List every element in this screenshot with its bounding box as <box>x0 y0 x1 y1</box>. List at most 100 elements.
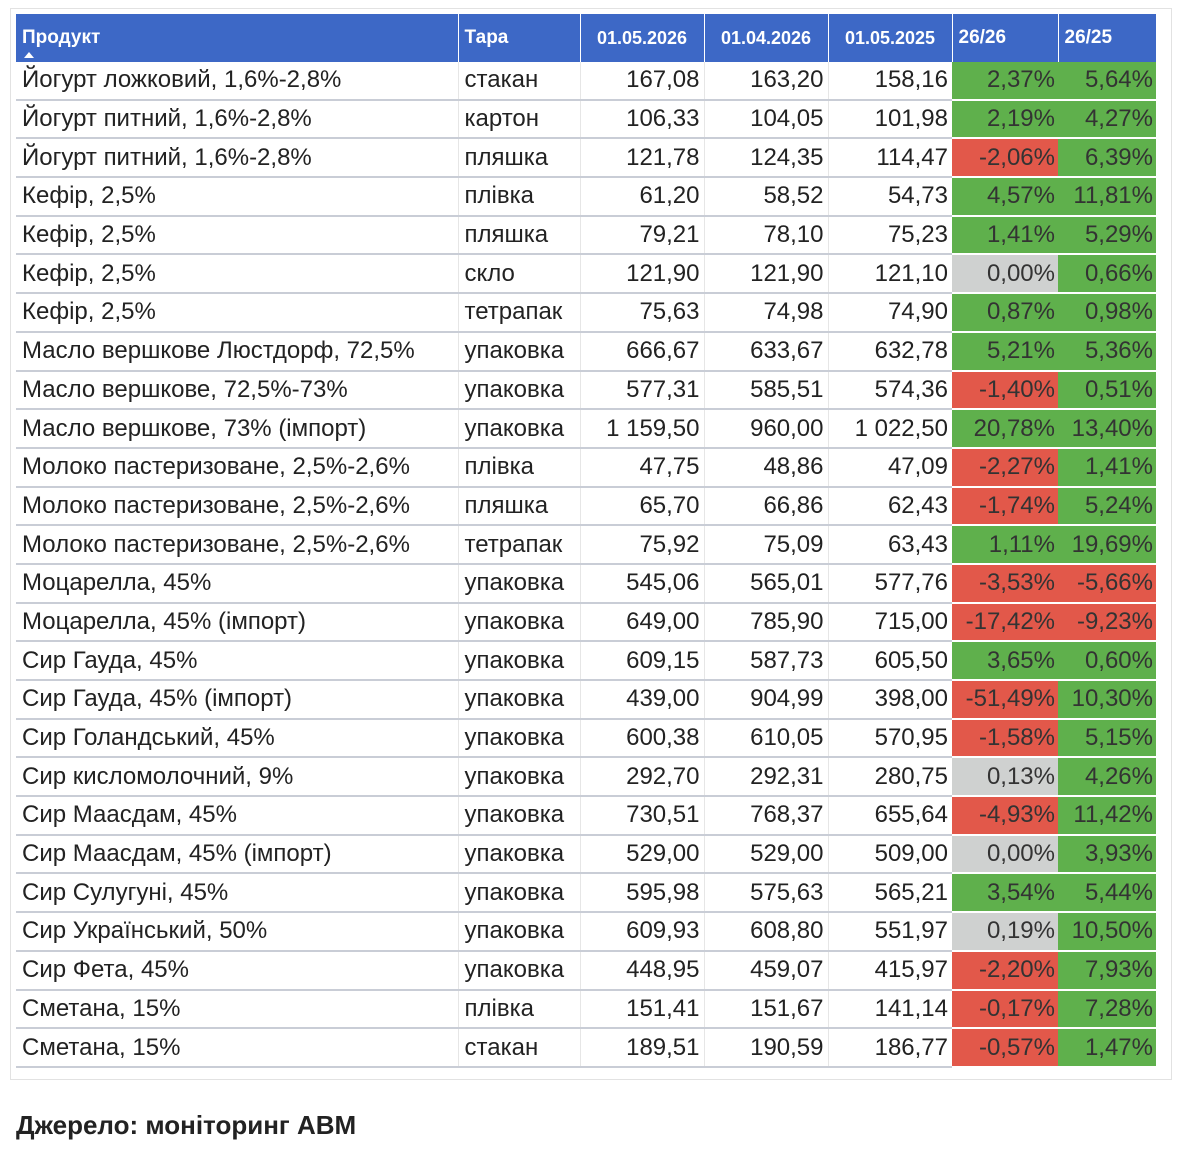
cell-price-date-3: 1 022,50 <box>827 409 952 449</box>
column-header-date-2[interactable]: 01.04.2026 <box>704 14 829 62</box>
cell-change-year: 7,93% <box>1058 950 1156 991</box>
cell-product: Моцарелла, 45% (імпорт) <box>16 602 458 643</box>
cell-change-year: 7,28% <box>1058 989 1156 1030</box>
column-header-date-3[interactable]: 01.05.2025 <box>828 14 953 62</box>
cell-change-month: 0,87% <box>952 293 1058 333</box>
table-row: Молоко пастеризоване, 2,5%-2,6% пляшка 65,… <box>16 486 1156 527</box>
cell-change-year: 11,42% <box>1058 796 1156 836</box>
cell-product: Кефір, 2,5% <box>16 177 458 217</box>
cell-price-date-1: 106,33 <box>579 99 704 140</box>
cell-price-date-3: 141,14 <box>827 989 952 1030</box>
cell-product: Сир кисломолочний, 9% <box>16 757 458 798</box>
cell-change-month: -0,17% <box>952 989 1058 1030</box>
cell-price-date-3: 47,09 <box>827 447 952 488</box>
cell-change-month: -2,06% <box>952 138 1058 179</box>
cell-change-month: -17,42% <box>952 602 1058 643</box>
cell-tara: упаковка <box>457 950 580 991</box>
cell-price-date-2: 48,86 <box>703 447 828 488</box>
column-header-tara-label: Тара <box>464 27 509 48</box>
cell-price-date-2: 78,10 <box>703 215 828 256</box>
table-row: Масло вершкове, 73% (імпорт) упаковка 1 15… <box>16 409 1156 449</box>
cell-change-year: 5,64% <box>1058 62 1156 101</box>
table-row: Моцарелла, 45% (імпорт) упаковка 649,00 785… <box>16 602 1156 643</box>
cell-price-date-3: 121,10 <box>827 254 952 295</box>
cell-price-date-2: 608,80 <box>703 912 828 952</box>
column-header-change-year-label: 26/25 <box>1064 27 1113 48</box>
cell-change-month: 2,19% <box>952 99 1058 140</box>
cell-price-date-1: 439,00 <box>579 680 704 720</box>
cell-price-date-3: 551,97 <box>827 912 952 952</box>
table-row: Молоко пастеризоване, 2,5%-2,6% плівка 47,… <box>16 447 1156 488</box>
cell-price-date-3: 715,00 <box>827 602 952 643</box>
cell-tara: упаковка <box>457 331 580 372</box>
cell-price-date-2: 960,00 <box>703 409 828 449</box>
cell-tara: упаковка <box>457 873 580 914</box>
cell-price-date-1: 649,00 <box>579 602 704 643</box>
cell-change-month: -2,27% <box>952 447 1058 488</box>
cell-price-date-3: 186,77 <box>827 1028 952 1068</box>
cell-product: Сир Український, 50% <box>16 912 458 952</box>
cell-tara: упаковка <box>457 563 580 604</box>
cell-change-month: -0,57% <box>952 1028 1058 1068</box>
cell-change-year: 13,40% <box>1058 409 1156 449</box>
cell-price-date-2: 292,31 <box>703 757 828 798</box>
cell-change-month: -51,49% <box>952 680 1058 720</box>
cell-tara: упаковка <box>457 796 580 836</box>
column-header-product[interactable]: Продукт <box>16 14 459 62</box>
cell-price-date-2: 565,01 <box>703 563 828 604</box>
cell-tara: скло <box>457 254 580 295</box>
cell-tara: стакан <box>457 1028 580 1068</box>
table-row: Сир Голандський, 45% упаковка 600,38 610,05… <box>16 718 1156 759</box>
cell-product: Моцарелла, 45% <box>16 563 458 604</box>
cell-change-month: 0,13% <box>952 757 1058 798</box>
cell-change-month: -4,93% <box>952 796 1058 836</box>
column-header-date-1[interactable]: 01.05.2026 <box>580 14 705 62</box>
column-header-product-label: Продукт <box>22 27 101 48</box>
table-row: Сир Фета, 45% упаковка 448,95 459,07 415,97-… <box>16 950 1156 991</box>
cell-price-date-2: 459,07 <box>703 950 828 991</box>
column-header-change-month[interactable]: 26/26 <box>952 14 1059 62</box>
cell-price-date-3: 509,00 <box>827 834 952 875</box>
cell-change-month: -1,40% <box>952 370 1058 411</box>
cell-product: Йогурт питний, 1,6%-2,8% <box>16 99 458 140</box>
cell-product: Масло вершкове, 72,5%-73% <box>16 370 458 411</box>
cell-price-date-2: 163,20 <box>703 62 828 101</box>
cell-price-date-1: 609,93 <box>579 912 704 952</box>
table-row: Сир Сулугуні, 45% упаковка 595,98 575,63 565… <box>16 873 1156 914</box>
cell-change-year: 19,69% <box>1058 525 1156 565</box>
cell-tara: картон <box>457 99 580 140</box>
cell-tara: пляшка <box>457 486 580 527</box>
table-row: Кефір, 2,5% скло 121,90 121,90 121,10 0,00% 0,… <box>16 254 1156 295</box>
cell-price-date-1: 1 159,50 <box>579 409 704 449</box>
cell-tara: упаковка <box>457 718 580 759</box>
cell-change-year: 5,29% <box>1058 215 1156 256</box>
cell-change-month: 0,00% <box>952 834 1058 875</box>
cell-change-month: 2,37% <box>952 62 1058 101</box>
cell-change-month: 4,57% <box>952 177 1058 217</box>
table-row: Масло вершкове Люстдорф, 72,5% упаковка 66… <box>16 331 1156 372</box>
cell-change-year: 11,81% <box>1058 177 1156 217</box>
table-row: Кефір, 2,5% плівка 61,20 58,52 54,73 4,57% 11,… <box>16 177 1156 217</box>
cell-change-year: 5,24% <box>1058 486 1156 527</box>
cell-product: Кефір, 2,5% <box>16 293 458 333</box>
cell-change-year: 4,26% <box>1058 757 1156 798</box>
cell-price-date-1: 609,15 <box>579 641 704 681</box>
table-row: Сметана, 15% стакан 189,51 190,59 186,77 -0,5… <box>16 1028 1156 1068</box>
cell-tara: плівка <box>457 177 580 217</box>
table-row: Сир Гауда, 45% упаковка 609,15 587,73 605,50… <box>16 641 1156 681</box>
cell-price-date-2: 768,37 <box>703 796 828 836</box>
cell-price-date-2: 75,09 <box>703 525 828 565</box>
cell-price-date-1: 545,06 <box>579 563 704 604</box>
sort-ascending-icon[interactable] <box>24 52 34 58</box>
cell-price-date-1: 292,70 <box>579 757 704 798</box>
table-row: Кефір, 2,5% пляшка 79,21 78,10 75,23 1,41% 5,2… <box>16 215 1156 256</box>
cell-product: Молоко пастеризоване, 2,5%-2,6% <box>16 525 458 565</box>
cell-tara: упаковка <box>457 370 580 411</box>
column-header-tara[interactable]: Тара <box>458 14 581 62</box>
cell-change-month: 0,00% <box>952 254 1058 295</box>
cell-change-month: -1,74% <box>952 486 1058 527</box>
cell-tara: пляшка <box>457 215 580 256</box>
cell-price-date-1: 529,00 <box>579 834 704 875</box>
cell-price-date-2: 633,67 <box>703 331 828 372</box>
column-header-change-year[interactable]: 26/25 <box>1058 14 1157 62</box>
